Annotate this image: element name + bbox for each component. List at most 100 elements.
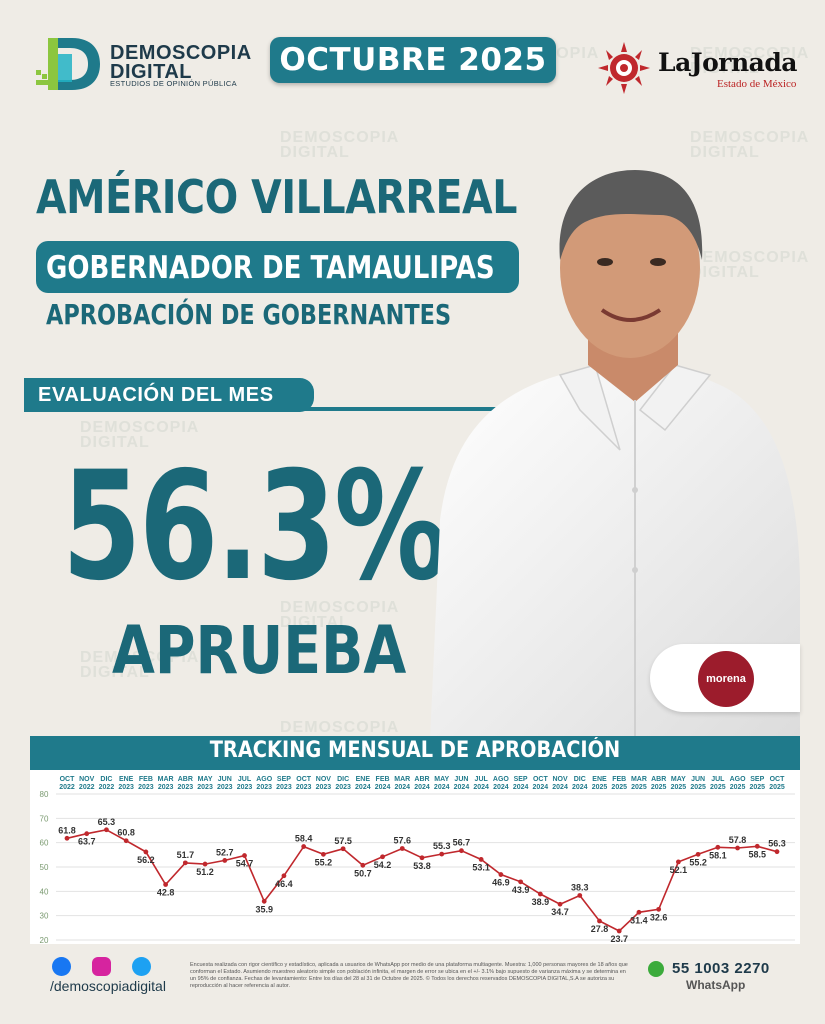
data-label: 53.8 <box>413 861 431 871</box>
facebook-icon[interactable] <box>52 957 71 976</box>
role-text: GOBERNADOR DE TAMAULIPAS <box>46 250 495 286</box>
data-point <box>498 872 504 877</box>
data-point <box>656 906 662 912</box>
x-tick-month: AGO <box>730 776 747 783</box>
instagram-icon[interactable] <box>92 957 111 976</box>
data-label: 57.6 <box>394 836 412 846</box>
x-tick-year: 2024 <box>513 784 529 791</box>
x-tick-month: MAY <box>198 776 213 783</box>
x-tick-month: FEB <box>612 776 626 783</box>
data-point <box>419 855 425 861</box>
chart-header <box>30 736 800 770</box>
x-tick-year: 2025 <box>710 784 726 791</box>
data-point <box>202 861 208 867</box>
data-label: 57.8 <box>729 835 747 845</box>
data-point <box>340 846 346 852</box>
x-tick-year: 2023 <box>138 784 154 791</box>
approval-word: APRUEBA <box>112 612 407 689</box>
x-tick-month: MAY <box>671 776 686 783</box>
x-tick-year: 2025 <box>611 784 627 791</box>
x-tick-year: 2025 <box>631 784 647 791</box>
brand-name: DEMOSCOPIA DIGITAL <box>110 42 252 83</box>
whatsapp-number[interactable]: 55 1003 2270 <box>672 960 770 977</box>
data-point <box>399 846 405 851</box>
x-tick-month: JUN <box>218 776 232 783</box>
data-point <box>261 898 267 904</box>
data-label: 43.9 <box>512 885 530 895</box>
data-label: 55.2 <box>315 857 333 867</box>
x-tick-month: MAR <box>394 776 410 783</box>
data-label: 58.1 <box>709 850 727 860</box>
y-tick-label: 50 <box>40 863 49 872</box>
x-tick-month: MAY <box>434 776 449 783</box>
x-tick-month: NOV <box>79 776 95 783</box>
x-tick-year: 2025 <box>690 784 706 791</box>
x-tick-year: 2025 <box>749 784 765 791</box>
brand-tagline: ESTUDIOS DE OPINIÓN PÚBLICA <box>110 79 237 88</box>
x-tick-year: 2025 <box>651 784 667 791</box>
data-point <box>478 857 484 862</box>
x-tick-month: DIC <box>100 776 112 783</box>
x-tick-year: 2024 <box>473 784 489 791</box>
x-tick-year: 2024 <box>414 784 430 791</box>
data-point <box>222 858 228 863</box>
data-label: 63.7 <box>78 837 96 847</box>
data-point <box>123 838 129 844</box>
role-banner <box>36 241 519 293</box>
x-tick-month: ENE <box>356 776 371 783</box>
data-point <box>182 860 188 866</box>
x-tick-month: FEB <box>376 776 390 783</box>
x-tick-month: SEP <box>514 776 528 783</box>
data-label: 27.8 <box>591 924 609 934</box>
x-tick-month: ABR <box>651 776 666 783</box>
x-tick-year: 2023 <box>276 784 292 791</box>
y-tick-label: 80 <box>40 790 49 799</box>
x-tick-month: DIC <box>337 776 349 783</box>
x-tick-month: AGO <box>493 776 510 783</box>
governor-name: AMÉRICO VILLARREAL <box>36 170 518 224</box>
y-tick-label: 60 <box>40 839 49 848</box>
data-label: 54.7 <box>236 859 254 869</box>
x-tick-month: JUL <box>475 776 489 783</box>
data-label: 23.7 <box>610 934 628 944</box>
data-label: 51.2 <box>196 867 214 877</box>
data-point <box>163 882 169 887</box>
tracking-line-chart: 20304050607080OCT2022NOV2022DIC2022ENE20… <box>40 776 795 944</box>
y-tick-label: 40 <box>40 887 49 896</box>
x-tick-year: 2023 <box>178 784 194 791</box>
party-logo: morena <box>698 651 754 707</box>
data-point <box>616 928 622 934</box>
partner-name: LaJornada <box>658 48 798 77</box>
data-label: 65.3 <box>98 817 116 827</box>
data-label: 53.1 <box>472 862 490 872</box>
data-point <box>281 873 287 879</box>
whatsapp-icon[interactable] <box>648 961 664 977</box>
data-label: 52.1 <box>670 865 688 875</box>
twitter-icon[interactable] <box>132 957 151 976</box>
la-jornada-sun-icon <box>598 42 650 94</box>
data-point <box>459 848 464 854</box>
data-label: 60.8 <box>117 828 135 838</box>
data-label: 56.2 <box>137 855 155 865</box>
social-handle[interactable]: /demoscopiadigital <box>50 978 166 994</box>
x-tick-year: 2025 <box>769 784 785 791</box>
x-tick-month: JUN <box>454 776 468 783</box>
x-tick-month: MAR <box>158 776 174 783</box>
x-tick-year: 2024 <box>572 784 588 791</box>
data-label: 52.7 <box>216 847 234 857</box>
data-label: 42.8 <box>157 888 175 898</box>
data-point <box>597 918 602 924</box>
data-point <box>715 844 721 850</box>
data-point <box>84 831 90 837</box>
data-label: 31.4 <box>630 915 648 925</box>
x-tick-month: OCT <box>60 776 76 783</box>
x-tick-year: 2024 <box>454 784 470 791</box>
y-tick-label: 70 <box>40 814 49 823</box>
x-tick-year: 2024 <box>355 784 371 791</box>
x-tick-month: SEP <box>750 776 764 783</box>
